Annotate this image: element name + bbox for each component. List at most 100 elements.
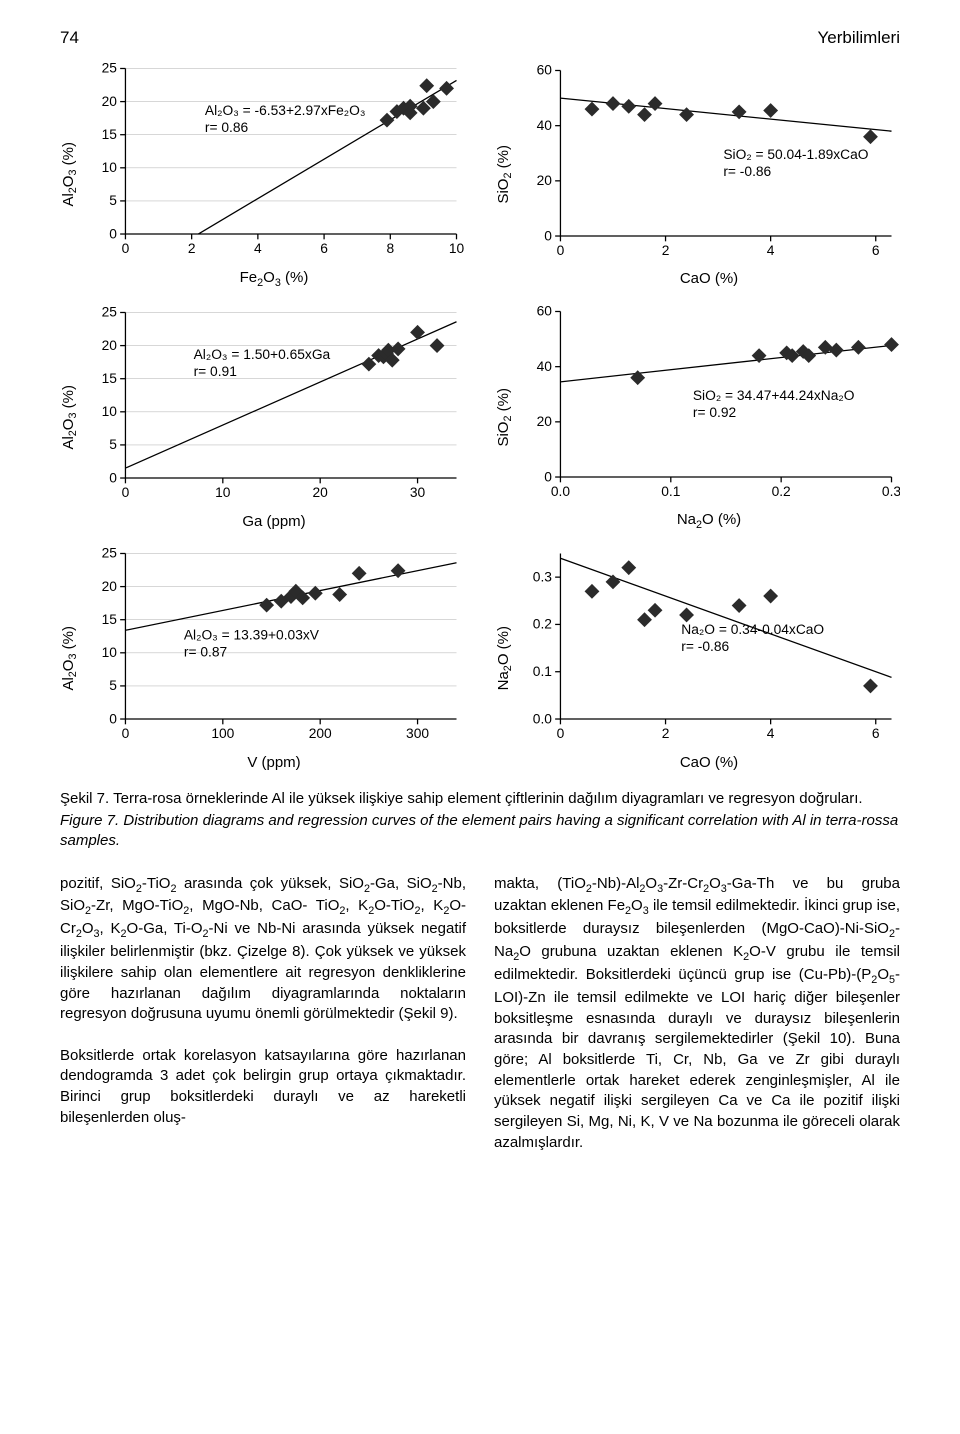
running-title: Yerbilimleri (817, 28, 900, 48)
x-axis-label: Na2O (%) (518, 511, 900, 531)
svg-text:15: 15 (102, 127, 118, 142)
svg-text:0.1: 0.1 (661, 484, 680, 499)
svg-text:r= 0.92: r= 0.92 (693, 404, 736, 419)
svg-text:r= 0.86: r= 0.86 (205, 120, 249, 135)
chart-svg: 05101520250246810Al₂O₃ = -6.53+2.97xFe₂O… (83, 60, 465, 262)
svg-text:0.3: 0.3 (882, 484, 900, 499)
svg-text:0.3: 0.3 (533, 570, 552, 585)
svg-text:5: 5 (109, 678, 117, 693)
svg-text:0.2: 0.2 (772, 484, 791, 499)
svg-text:Al₂O₃ = 13.39+0.03xV: Al₂O₃ = 13.39+0.03xV (184, 628, 320, 643)
x-axis-label: Fe2O3 (%) (83, 269, 465, 289)
svg-text:6: 6 (872, 726, 880, 741)
chart-sio2-cao: SiO2 (%) 0 20 40 60 0 2 4 6 SiO₂ = 50.04-1.89xCaO… (495, 60, 900, 289)
chart-al2o3-fe2o3: Al2O3 (%)05101520250246810Al₂O₃ = -6.53+… (60, 60, 465, 289)
svg-text:15: 15 (102, 612, 118, 627)
chart-svg: 0 5 10 15 20 25 0 100 200 300 Al₂O₃ = 13.39+0.03xV… (83, 545, 465, 747)
svg-text:r= 0.87: r= 0.87 (184, 645, 227, 660)
chart-svg: 05101520250102030Al₂O₃ = 1.50+0.65xGar= … (83, 304, 465, 506)
svg-text:0.1: 0.1 (533, 664, 552, 679)
svg-text:8: 8 (386, 241, 394, 256)
svg-text:4: 4 (254, 241, 262, 256)
svg-text:15: 15 (102, 371, 118, 386)
svg-text:r= -0.86: r= -0.86 (723, 163, 771, 178)
svg-text:SiO₂ = 34.47+44.24xNa₂O: SiO₂ = 34.47+44.24xNa₂O (693, 387, 855, 402)
svg-text:2: 2 (662, 726, 670, 741)
svg-text:200: 200 (309, 726, 332, 741)
svg-text:6: 6 (872, 243, 880, 258)
caption-label-en: Figure 7. (60, 812, 119, 829)
svg-text:25: 25 (102, 546, 118, 561)
chart-al2o3-ga: Al2O3 (%)05101520250102030Al₂O₃ = 1.50+0… (60, 303, 465, 532)
svg-text:r= -0.86: r= -0.86 (681, 639, 729, 654)
svg-text:r= 0.91: r= 0.91 (194, 364, 237, 379)
chart-svg: 0.0 0.1 0.2 0.3 0 2 4 6 Na₂O = 0.34-0.04xCaO r= -… (518, 545, 900, 747)
svg-text:0: 0 (557, 726, 565, 741)
svg-text:10: 10 (102, 160, 118, 175)
svg-text:10: 10 (215, 485, 231, 500)
y-axis-label: SiO2 (%) (495, 388, 514, 447)
svg-text:0: 0 (122, 485, 130, 500)
svg-text:10: 10 (102, 645, 118, 660)
svg-text:20: 20 (102, 94, 118, 109)
svg-text:10: 10 (102, 404, 118, 419)
figure-caption: Şekil 7. Terra-rosa örneklerinde Al ile … (60, 789, 900, 852)
svg-text:4: 4 (767, 243, 775, 258)
svg-text:40: 40 (537, 359, 553, 374)
svg-text:2: 2 (188, 241, 196, 256)
svg-text:0: 0 (557, 243, 565, 258)
svg-text:0.0: 0.0 (533, 711, 552, 726)
y-axis-label: Al2O3 (%) (60, 626, 79, 691)
x-axis-label: Ga (ppm) (83, 513, 465, 530)
svg-text:Na₂O = 0.34-0.04xCaO: Na₂O = 0.34-0.04xCaO (681, 622, 824, 637)
svg-text:60: 60 (537, 62, 553, 77)
caption-label-tr: Şekil 7. (60, 790, 109, 807)
body-col-left: pozitif, SiO2-TiO2 arasında çok yüksek, … (60, 874, 466, 1154)
caption-text-tr: Terra-rosa örneklerinde Al ile yüksek il… (113, 790, 863, 807)
y-axis-label: Al2O3 (%) (60, 385, 79, 450)
svg-text:0: 0 (544, 228, 552, 243)
chart-svg: 0 20 40 60 0.0 0.1 0.2 0.3 SiO₂ = 34.47+44.24xNa… (518, 303, 900, 505)
svg-text:0.0: 0.0 (551, 484, 570, 499)
charts-grid: Al2O3 (%)05101520250246810Al₂O₃ = -6.53+… (60, 60, 900, 771)
svg-text:0: 0 (122, 726, 130, 741)
svg-text:SiO₂ = 50.04-1.89xCaO: SiO₂ = 50.04-1.89xCaO (723, 146, 868, 161)
svg-text:20: 20 (537, 173, 553, 188)
svg-text:5: 5 (109, 437, 117, 452)
svg-text:100: 100 (211, 726, 234, 741)
x-axis-label: CaO (%) (518, 270, 900, 287)
svg-text:10: 10 (449, 241, 465, 256)
y-axis-label: SiO2 (%) (495, 145, 514, 204)
svg-text:25: 25 (102, 305, 118, 320)
svg-text:0: 0 (109, 226, 117, 241)
svg-text:20: 20 (537, 414, 553, 429)
svg-text:30: 30 (410, 485, 426, 500)
x-axis-label: V (ppm) (83, 754, 465, 771)
svg-text:0: 0 (109, 711, 117, 726)
svg-text:0: 0 (544, 469, 552, 484)
svg-text:2: 2 (662, 243, 670, 258)
chart-al2o3-v: Al2O3 (%) 0 5 10 15 20 25 0 100 200 300 Al₂O₃ = 13.… (60, 545, 465, 771)
svg-text:60: 60 (537, 303, 553, 318)
page-number: 74 (60, 28, 79, 48)
svg-text:6: 6 (320, 241, 328, 256)
svg-text:20: 20 (102, 338, 118, 353)
svg-text:4: 4 (767, 726, 775, 741)
svg-text:300: 300 (406, 726, 429, 741)
body-col-right: makta, (TiO2-Nb)-Al2O3-Zr-Cr2O3-Ga-Th ve… (494, 874, 900, 1154)
chart-sio2-na2o: SiO2 (%) 0 20 40 60 0.0 0.1 0.2 0.3 SiO₂ = 34.47+… (495, 303, 900, 532)
svg-text:20: 20 (313, 485, 329, 500)
svg-text:Al₂O₃ = -6.53+2.97xFe₂O₃: Al₂O₃ = -6.53+2.97xFe₂O₃ (205, 103, 366, 118)
chart-svg: 0 20 40 60 0 2 4 6 SiO₂ = 50.04-1.89xCaO r= -0.86 (518, 62, 900, 264)
svg-text:25: 25 (102, 61, 118, 76)
caption-text-en: Distribution diagrams and regression cur… (60, 812, 898, 849)
chart-na2o-cao: Na2O (%) 0.0 0.1 0.2 0.3 0 2 4 6 Na₂O = 0.34-0.04… (495, 545, 900, 771)
svg-text:40: 40 (537, 117, 553, 132)
y-axis-label: Na2O (%) (495, 626, 514, 690)
svg-text:20: 20 (102, 579, 118, 594)
body-columns: pozitif, SiO2-TiO2 arasında çok yüksek, … (60, 874, 900, 1154)
svg-text:5: 5 (109, 193, 117, 208)
svg-text:0.2: 0.2 (533, 617, 552, 632)
svg-text:0: 0 (109, 470, 117, 485)
x-axis-label: CaO (%) (518, 754, 900, 771)
